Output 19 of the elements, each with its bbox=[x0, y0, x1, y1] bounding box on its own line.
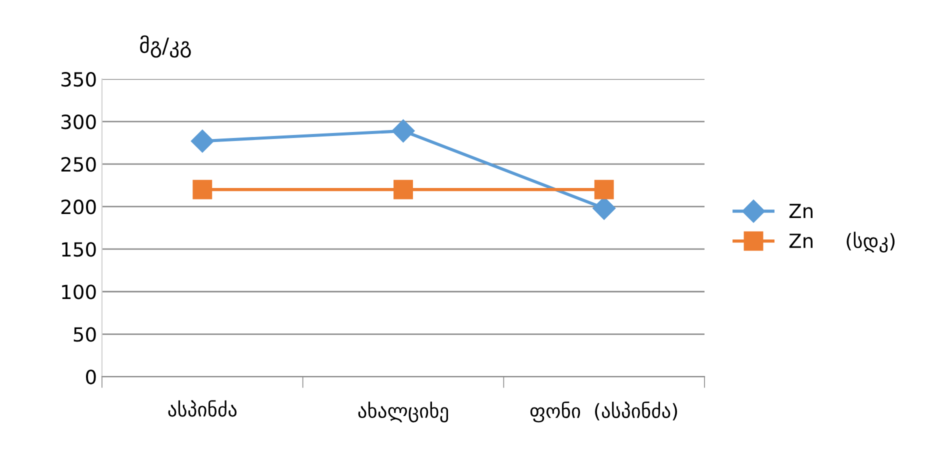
y-tick-label: 150 bbox=[62, 242, 96, 257]
legend-label: Zn (სდკ) bbox=[789, 232, 895, 252]
y-tick-label: 50 bbox=[74, 327, 96, 342]
point bbox=[392, 119, 415, 142]
y-tick-label: 250 bbox=[61, 157, 96, 172]
y-tick-label: 200 bbox=[61, 200, 96, 214]
y-tick-label: 0 bbox=[86, 370, 96, 384]
x-tick-label: ფონი (ასპინძა) bbox=[530, 402, 678, 422]
x-tick-label: ასპინძა bbox=[168, 400, 237, 417]
legend-label: Zn bbox=[789, 204, 813, 218]
point bbox=[192, 180, 212, 200]
point bbox=[594, 180, 614, 200]
y-axis-title: მგ/კგ bbox=[140, 35, 191, 58]
point bbox=[394, 180, 413, 200]
x-tick-label: ახალციხე bbox=[358, 402, 448, 422]
y-tick-label: 100 bbox=[62, 284, 96, 300]
y-tick-label: 300 bbox=[61, 114, 96, 130]
point bbox=[190, 130, 214, 153]
y-tick-label: 350 bbox=[61, 72, 96, 87]
